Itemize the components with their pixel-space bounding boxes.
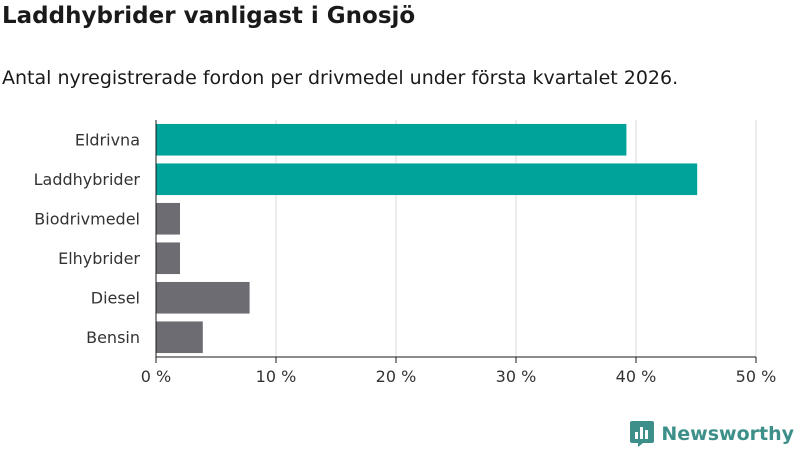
bar-biodrivmedel: [156, 202, 180, 235]
category-label-biodrivmedel: Biodrivmedel: [34, 209, 140, 228]
bar-laddhybrider: [156, 163, 698, 196]
x-tick-label-50: 50 %: [736, 367, 777, 386]
category-label-bensin: Bensin: [86, 328, 140, 347]
category-label-diesel: Diesel: [91, 288, 140, 307]
bar-eldrivna: [156, 123, 627, 156]
brand: Newsworthy: [629, 419, 794, 449]
x-tick-label-20: 20 %: [376, 367, 417, 386]
newsworthy-logo-icon: [630, 421, 655, 447]
chart-subtitle: Antal nyregistrerade fordon per drivmede…: [2, 67, 679, 89]
x-tick-label-30: 30 %: [496, 367, 537, 386]
category-label-eldrivna: Eldrivna: [75, 130, 140, 149]
chart-title: Laddhybrider vanligast i Gnosjö: [2, 3, 416, 29]
bar-elhybrider: [156, 242, 180, 275]
category-label-laddhybrider: Laddhybrider: [34, 170, 141, 189]
category-label-elhybrider: Elhybrider: [58, 249, 140, 268]
brand-name: Newsworthy: [661, 423, 794, 445]
x-tick-label-10: 10 %: [256, 367, 297, 386]
x-tick-label-40: 40 %: [616, 367, 657, 386]
bar-diesel: [156, 281, 250, 314]
bar-bensin: [156, 321, 203, 354]
x-tick-label-0: 0 %: [141, 367, 171, 386]
